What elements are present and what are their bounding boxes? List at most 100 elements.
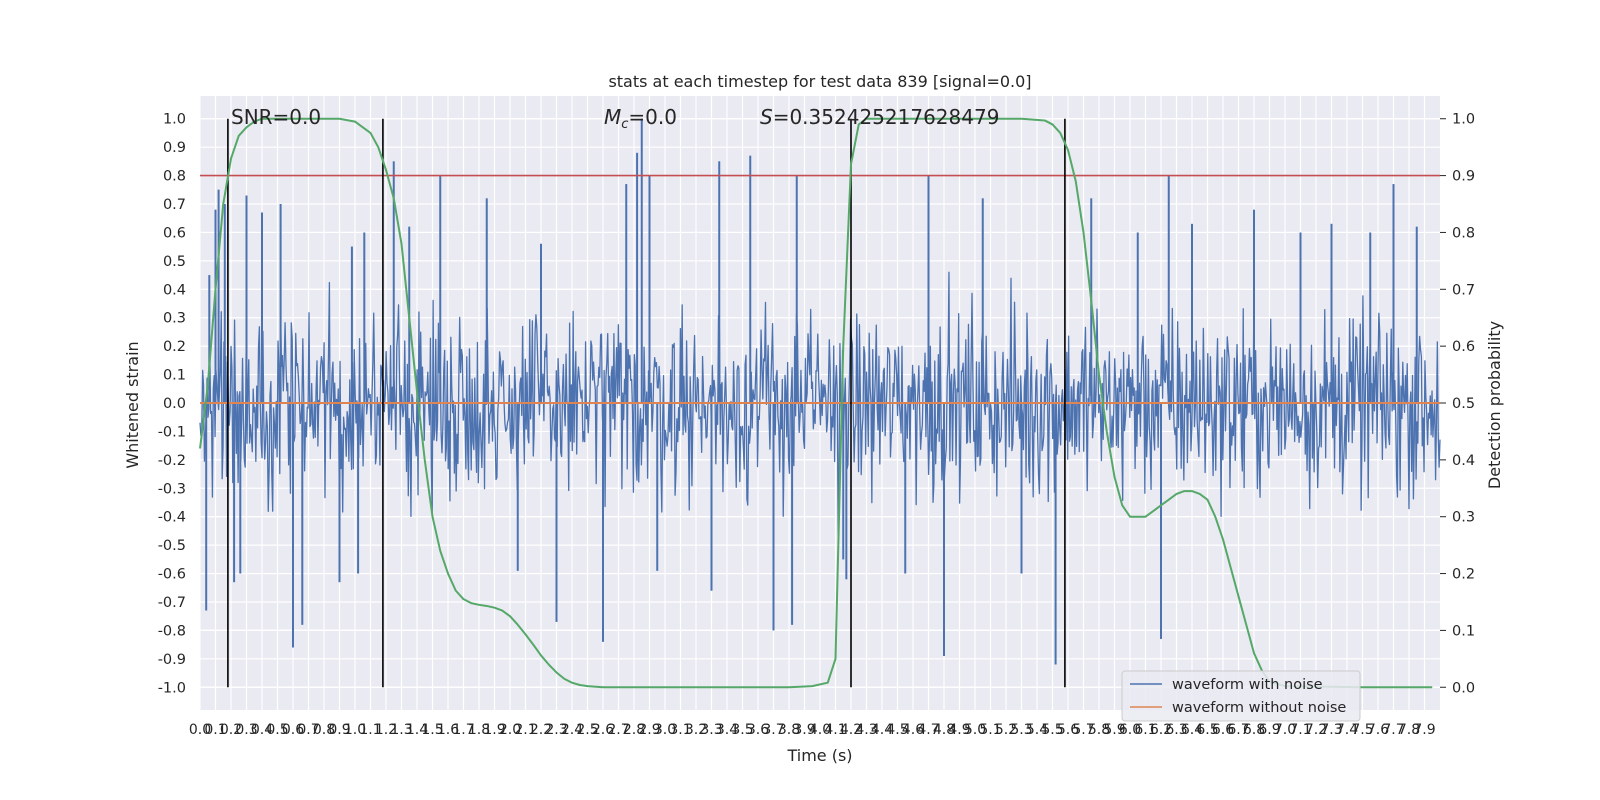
right-y-ticks: 0.0 0.1 0.2 0.3 0.4 0.5 0.6 0.7 0.8 0.9 1.0 bbox=[1440, 112, 1475, 696]
x-tick-label: 1.6 bbox=[437, 722, 459, 738]
x-tick-label: 2.1 bbox=[514, 722, 536, 738]
left-y-tick-label: -0.9 bbox=[158, 652, 186, 668]
x-tick-label: 3.8 bbox=[778, 722, 800, 738]
x-tick-label: 1.9 bbox=[483, 722, 505, 738]
right-y-tick-label: 0.9 bbox=[1452, 169, 1475, 185]
left-y-tick-label: -0.5 bbox=[158, 538, 186, 554]
left-y-tick-label: -0.1 bbox=[158, 424, 186, 440]
x-tick-label: 5.6 bbox=[1057, 722, 1079, 738]
x-tick-label: 3.9 bbox=[793, 722, 815, 738]
x-tick-label: 6.6 bbox=[1212, 722, 1234, 738]
right-y-tick-label: 0.3 bbox=[1452, 510, 1475, 526]
left-y-tick-label: -0.2 bbox=[158, 453, 186, 469]
right-y-tick-label: 0.2 bbox=[1452, 567, 1475, 583]
x-tick-label: 7.9 bbox=[1413, 722, 1435, 738]
left-y-tick-label: 0.3 bbox=[163, 311, 186, 327]
x-tick-label: 5.0 bbox=[964, 722, 986, 738]
snr-annotation: SNR=0.0 bbox=[231, 105, 321, 129]
x-tick-label: 3.5 bbox=[731, 722, 753, 738]
x-tick-label: 2.6 bbox=[592, 722, 614, 738]
x-tick-label: 5.5 bbox=[1041, 722, 1063, 738]
x-tick-label: 1.0 bbox=[344, 722, 366, 738]
x-tick-label: 3.3 bbox=[700, 722, 722, 738]
x-tick-label: 2.7 bbox=[607, 722, 629, 738]
x-tick-label: 3.2 bbox=[685, 722, 707, 738]
x-tick-label: 4.2 bbox=[840, 722, 862, 738]
x-tick-label: 7.4 bbox=[1336, 722, 1358, 738]
left-y-tick-label: 0.2 bbox=[163, 339, 186, 355]
right-y-tick-label: 0.0 bbox=[1452, 680, 1475, 696]
x-tick-label: 2.5 bbox=[576, 722, 598, 738]
left-y-tick-label: -0.8 bbox=[158, 623, 186, 639]
x-tick-label: 5.1 bbox=[979, 722, 1001, 738]
x-tick-label: 2.4 bbox=[561, 722, 583, 738]
x-tick-label: 6.0 bbox=[1119, 722, 1141, 738]
left-y-tick-label: -0.4 bbox=[158, 510, 186, 526]
x-tick-label: 5.9 bbox=[1103, 722, 1125, 738]
vertical-marker-lines bbox=[227, 118, 1066, 688]
x-tick-label: 1.8 bbox=[468, 722, 490, 738]
x-tick-label: 4.6 bbox=[902, 722, 924, 738]
left-y-tick-label: -0.3 bbox=[158, 481, 186, 497]
left-y-axis-label: Whitened strain bbox=[123, 341, 142, 468]
x-tick-label: 0.8 bbox=[313, 722, 335, 738]
left-y-tick-label: 0.7 bbox=[163, 197, 186, 213]
x-tick-label: 4.0 bbox=[809, 722, 831, 738]
mc-annotation: Mc=0.0 bbox=[604, 105, 677, 132]
x-tick-label: 2.8 bbox=[623, 722, 645, 738]
x-tick-label: 6.1 bbox=[1134, 722, 1156, 738]
x-tick-label: 3.6 bbox=[747, 722, 769, 738]
left-y-tick-label: -1.0 bbox=[158, 680, 186, 696]
x-tick-label: 3.7 bbox=[762, 722, 784, 738]
right-y-tick-label: 0.7 bbox=[1452, 282, 1475, 298]
left-y-tick-label: 0.1 bbox=[163, 368, 186, 384]
right-y-axis-label: Detection probability bbox=[1485, 321, 1504, 489]
x-tick-label: 4.5 bbox=[886, 722, 908, 738]
series-detection-probability bbox=[199, 117, 1433, 689]
x-tick-label: 3.1 bbox=[669, 722, 691, 738]
chart-title: stats at each timestep for test data 839… bbox=[608, 72, 1031, 91]
s-annotation: S=0.352425217628479 bbox=[760, 105, 999, 129]
legend: waveform with noise waveform without noi… bbox=[1121, 670, 1361, 722]
x-tick-label: 7.2 bbox=[1305, 722, 1327, 738]
reference-lines bbox=[200, 174, 1440, 404]
left-y-tick-label: 0.5 bbox=[163, 254, 186, 270]
x-tick-label: 5.2 bbox=[995, 722, 1017, 738]
x-tick-label: 1.2 bbox=[375, 722, 397, 738]
x-tick-label: 7.8 bbox=[1398, 722, 1420, 738]
x-tick-label: 7.6 bbox=[1367, 722, 1389, 738]
left-y-tick-label: 1.0 bbox=[163, 112, 186, 128]
x-tick-label: 7.0 bbox=[1274, 722, 1296, 738]
x-tick-label: 1.5 bbox=[421, 722, 443, 738]
x-tick-label: 7.5 bbox=[1351, 722, 1373, 738]
x-tick-label: 6.4 bbox=[1181, 722, 1203, 738]
x-tick-label: 6.3 bbox=[1165, 722, 1187, 738]
x-tick-label: 2.3 bbox=[545, 722, 567, 738]
left-y-tick-label: 0.4 bbox=[163, 282, 186, 298]
x-tick-label: 0.1 bbox=[204, 722, 226, 738]
x-tick-label: 0.6 bbox=[282, 722, 304, 738]
x-tick-label: 0.4 bbox=[251, 722, 273, 738]
x-tick-label: 3.4 bbox=[716, 722, 738, 738]
x-tick-label: 0.9 bbox=[328, 722, 350, 738]
right-y-tick-label: 0.8 bbox=[1452, 225, 1475, 241]
left-y-tick-label: 0.0 bbox=[163, 396, 186, 412]
x-tick-label: 6.5 bbox=[1196, 722, 1218, 738]
right-y-tick-label: 0.4 bbox=[1452, 453, 1475, 469]
x-tick-label: 4.1 bbox=[824, 722, 846, 738]
right-y-tick-label: 0.6 bbox=[1452, 339, 1475, 355]
right-y-tick-label: 1.0 bbox=[1452, 112, 1475, 128]
x-tick-label: 5.7 bbox=[1072, 722, 1094, 738]
x-tick-label: 7.3 bbox=[1320, 722, 1342, 738]
x-tick-label: 4.7 bbox=[917, 722, 939, 738]
left-y-tick-label: 0.6 bbox=[163, 225, 186, 241]
x-tick-label: 5.8 bbox=[1088, 722, 1110, 738]
x-tick-label: 4.9 bbox=[948, 722, 970, 738]
left-y-tick-label: -0.7 bbox=[158, 595, 186, 611]
x-tick-label: 6.9 bbox=[1258, 722, 1280, 738]
x-tick-label: 7.1 bbox=[1289, 722, 1311, 738]
x-tick-label: 6.7 bbox=[1227, 722, 1249, 738]
x-tick-label: 2.9 bbox=[638, 722, 660, 738]
left-y-tick-label: -0.6 bbox=[158, 567, 186, 583]
